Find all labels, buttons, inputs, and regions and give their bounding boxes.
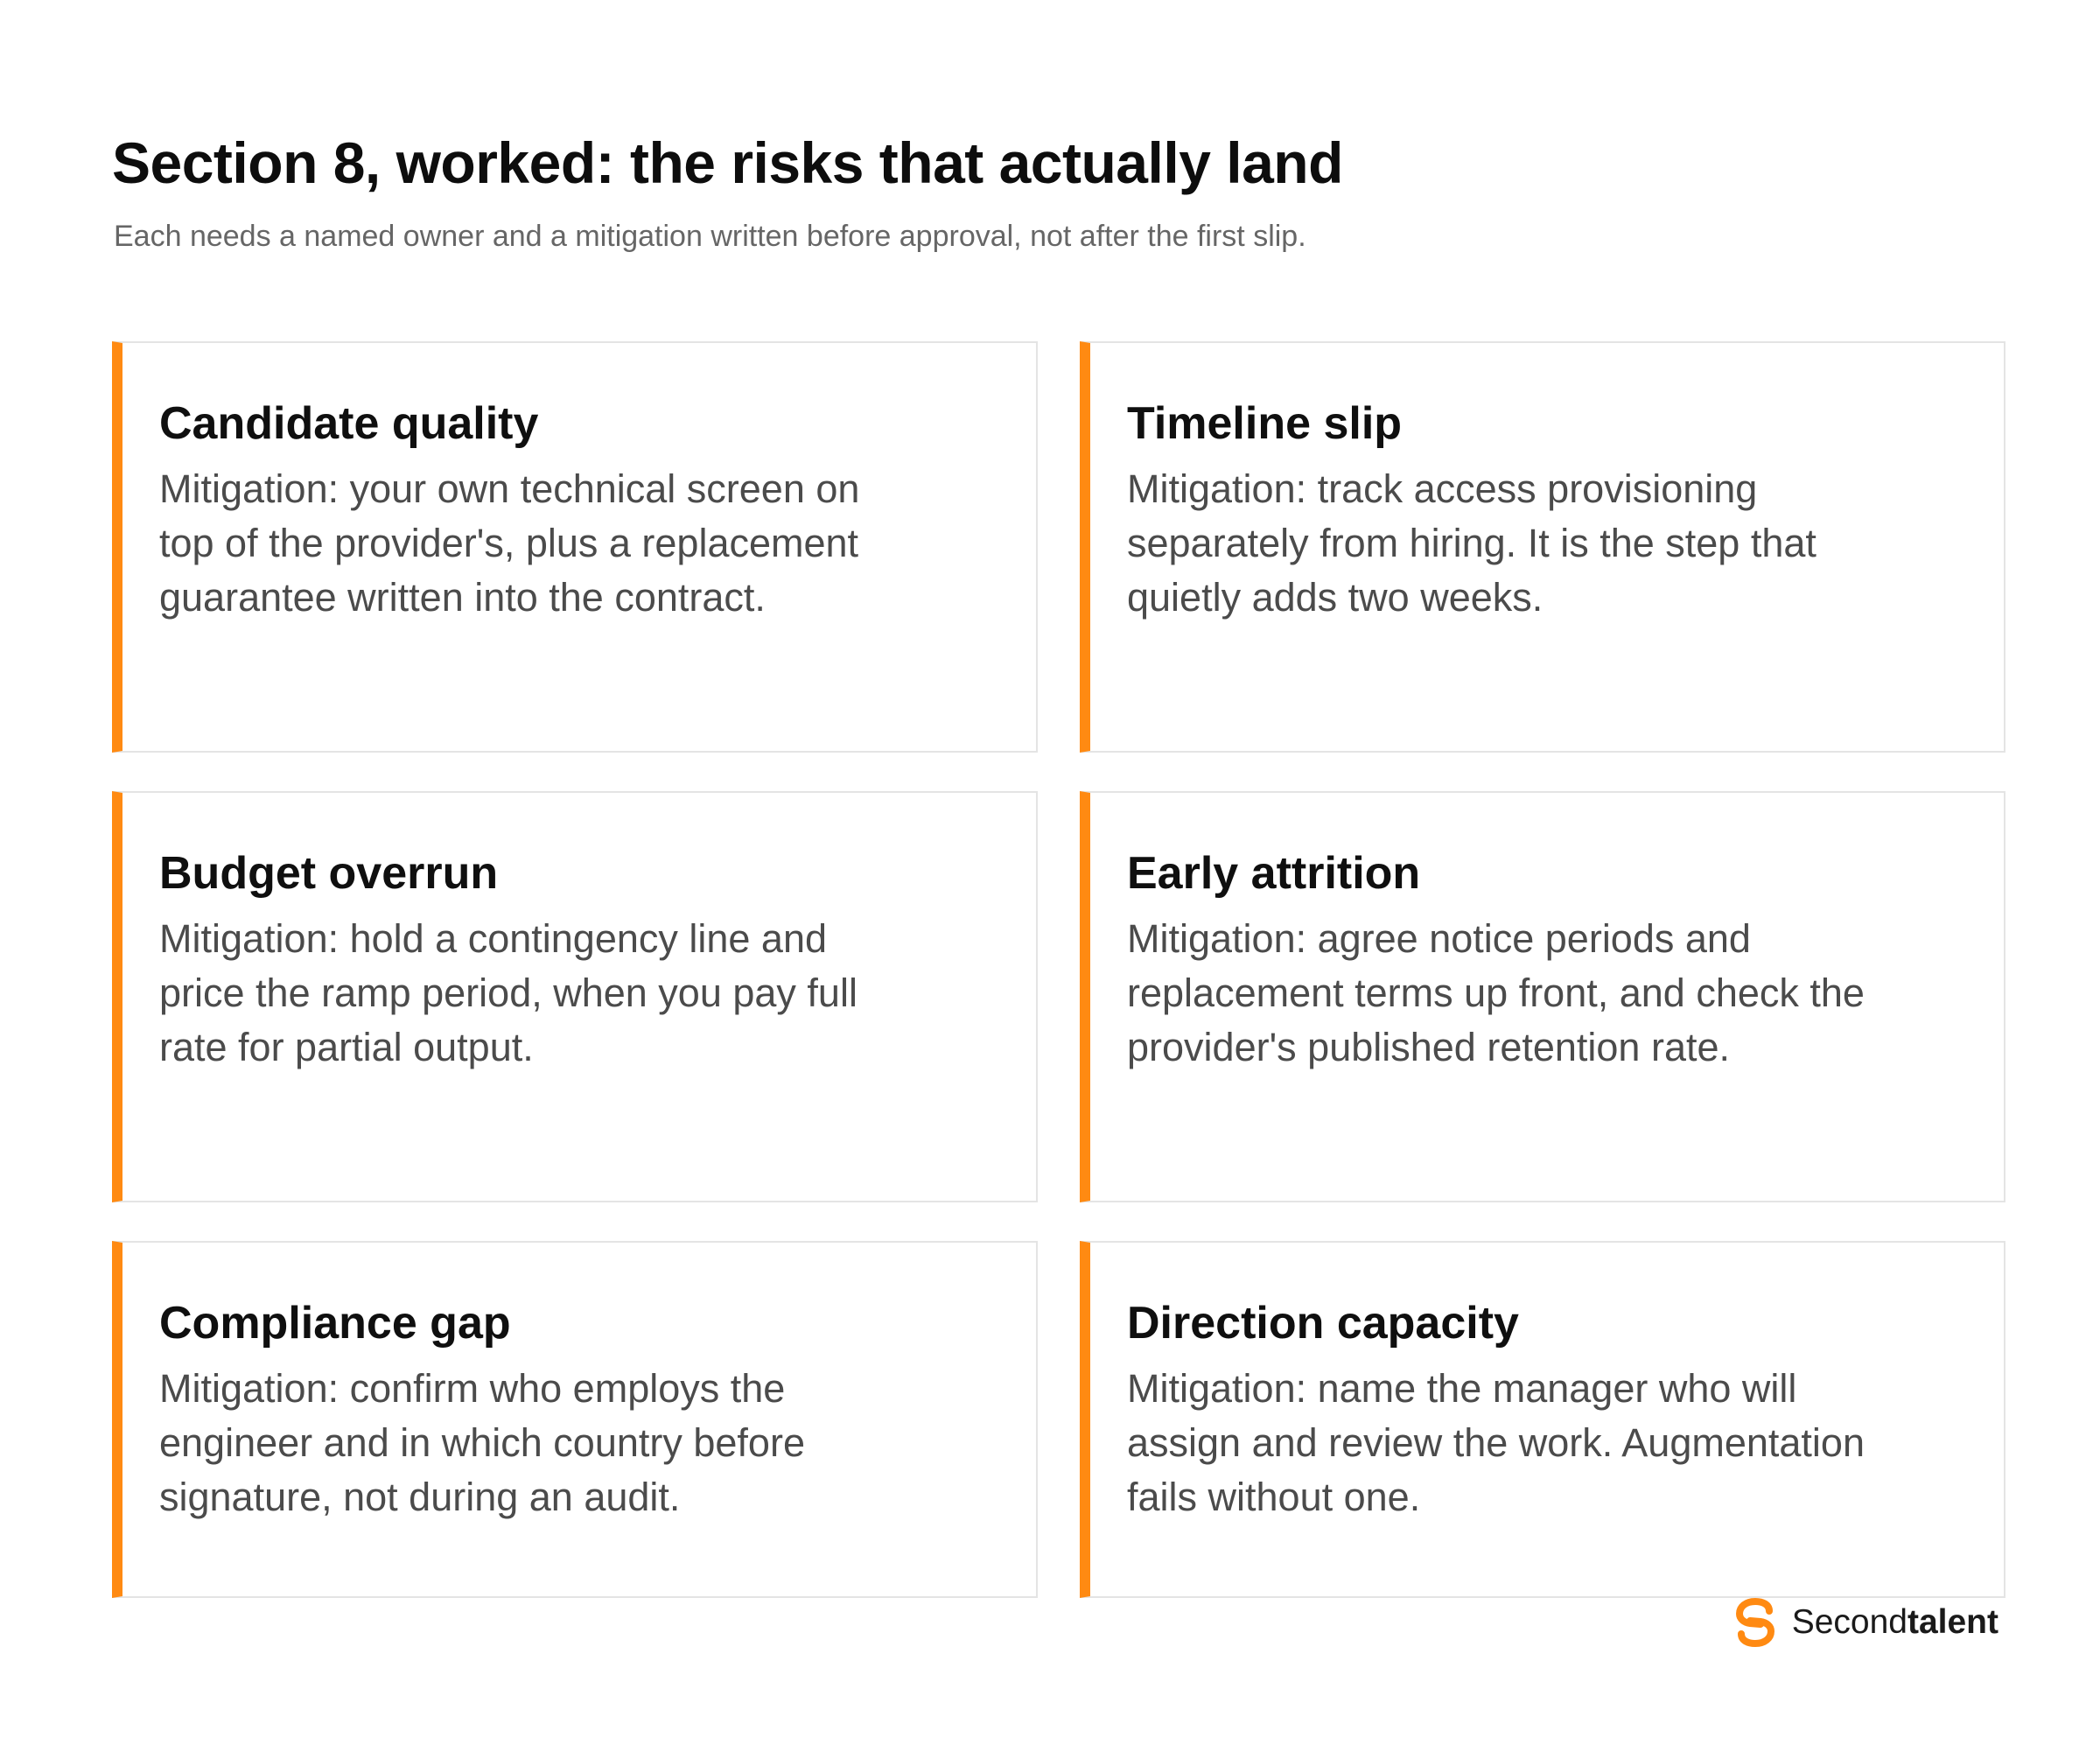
risk-card-budget-overrun: Budget overrun Mitigation: hold a contin… <box>112 791 1038 1202</box>
risk-card-mitigation: Mitigation: agree notice periods and rep… <box>1127 916 1865 1069</box>
risk-card-mitigation: Mitigation: your own technical screen on… <box>159 466 860 620</box>
brand-name: Secondtalent <box>1792 1596 1998 1649</box>
risk-card-candidate-quality: Candidate quality Mitigation: your own t… <box>112 341 1038 753</box>
page-title: Section 8, worked: the risks that actual… <box>112 130 1343 195</box>
risk-card-early-attrition: Early attrition Mitigation: agree notice… <box>1080 791 2006 1202</box>
risk-card-direction-capacity: Direction capacity Mitigation: name the … <box>1080 1241 2006 1598</box>
page-subtitle: Each needs a named owner and a mitigatio… <box>114 220 1306 253</box>
risk-card-title: Budget overrun <box>159 848 499 899</box>
brand-logo-lockup: Secondtalent <box>1731 1596 1998 1649</box>
secondtalent-s-logo-icon <box>1735 1598 1774 1647</box>
risk-card-compliance-gap: Compliance gap Mitigation: confirm who e… <box>112 1241 1038 1598</box>
risk-card-title: Timeline slip <box>1127 398 1403 449</box>
risk-card-title: Candidate quality <box>159 398 539 449</box>
risk-card-title: Compliance gap <box>159 1298 511 1349</box>
risk-card-mitigation: Mitigation: confirm who employs the engi… <box>159 1366 805 1519</box>
risk-card-title: Early attrition <box>1127 848 1421 899</box>
brand-name-bold: talent <box>1907 1603 1998 1641</box>
risk-card-timeline-slip: Timeline slip Mitigation: track access p… <box>1080 341 2006 753</box>
risk-card-title: Direction capacity <box>1127 1298 1519 1349</box>
risk-card-mitigation: Mitigation: hold a contingency line and … <box>159 916 858 1069</box>
risk-card-mitigation: Mitigation: track access provisioning se… <box>1127 466 1816 620</box>
risk-card-mitigation: Mitigation: name the manager who will as… <box>1127 1366 1865 1519</box>
brand-name-regular: Second <box>1791 1603 1908 1641</box>
